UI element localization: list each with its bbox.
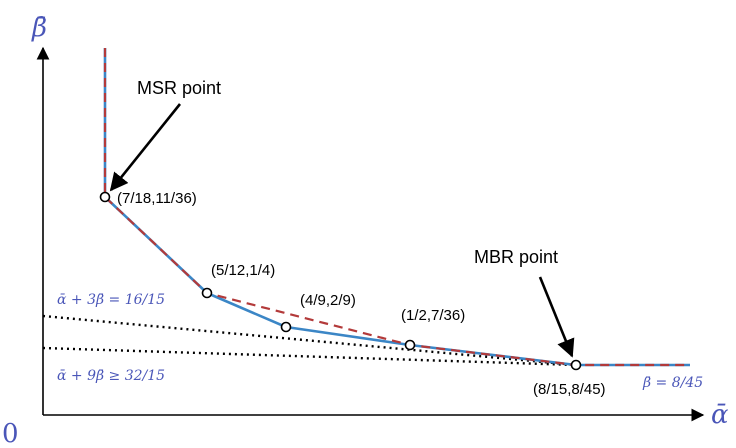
equation-3: β̄ = 8/45 [642, 375, 703, 391]
equation-1: ᾱ + 3β̄ = 16/15 [57, 292, 165, 308]
node-2 [201, 287, 213, 299]
point-label-4: (1/2,7/36) [401, 307, 465, 324]
node-mbr [570, 359, 582, 371]
dashed-curve [103, 48, 690, 367]
dotted-line-eq2 [42, 346, 577, 367]
mbr-label: MBR point [474, 247, 558, 267]
dotted-line-eq1 [42, 314, 577, 367]
origin-label: 0 [2, 419, 19, 448]
node-4 [404, 339, 416, 351]
y-axis-label: β̄ [31, 13, 47, 43]
equation-2: ᾱ + 9β̄ ≥ 32/15 [57, 368, 165, 384]
point-label-5: (8/15,8/45) [533, 381, 606, 398]
x-axis-label: ᾱ [711, 400, 729, 430]
point-label-3: (4/9,2/9) [300, 292, 356, 309]
msr-arrow [109, 103, 182, 192]
point-label-2: (5/12,1/4) [211, 262, 275, 279]
node-msr [99, 191, 111, 203]
mbr-arrow [538, 276, 575, 358]
msr-label: MSR point [137, 78, 221, 98]
node-3 [280, 321, 292, 333]
point-label-1: (7/18,11/36) [117, 190, 197, 207]
